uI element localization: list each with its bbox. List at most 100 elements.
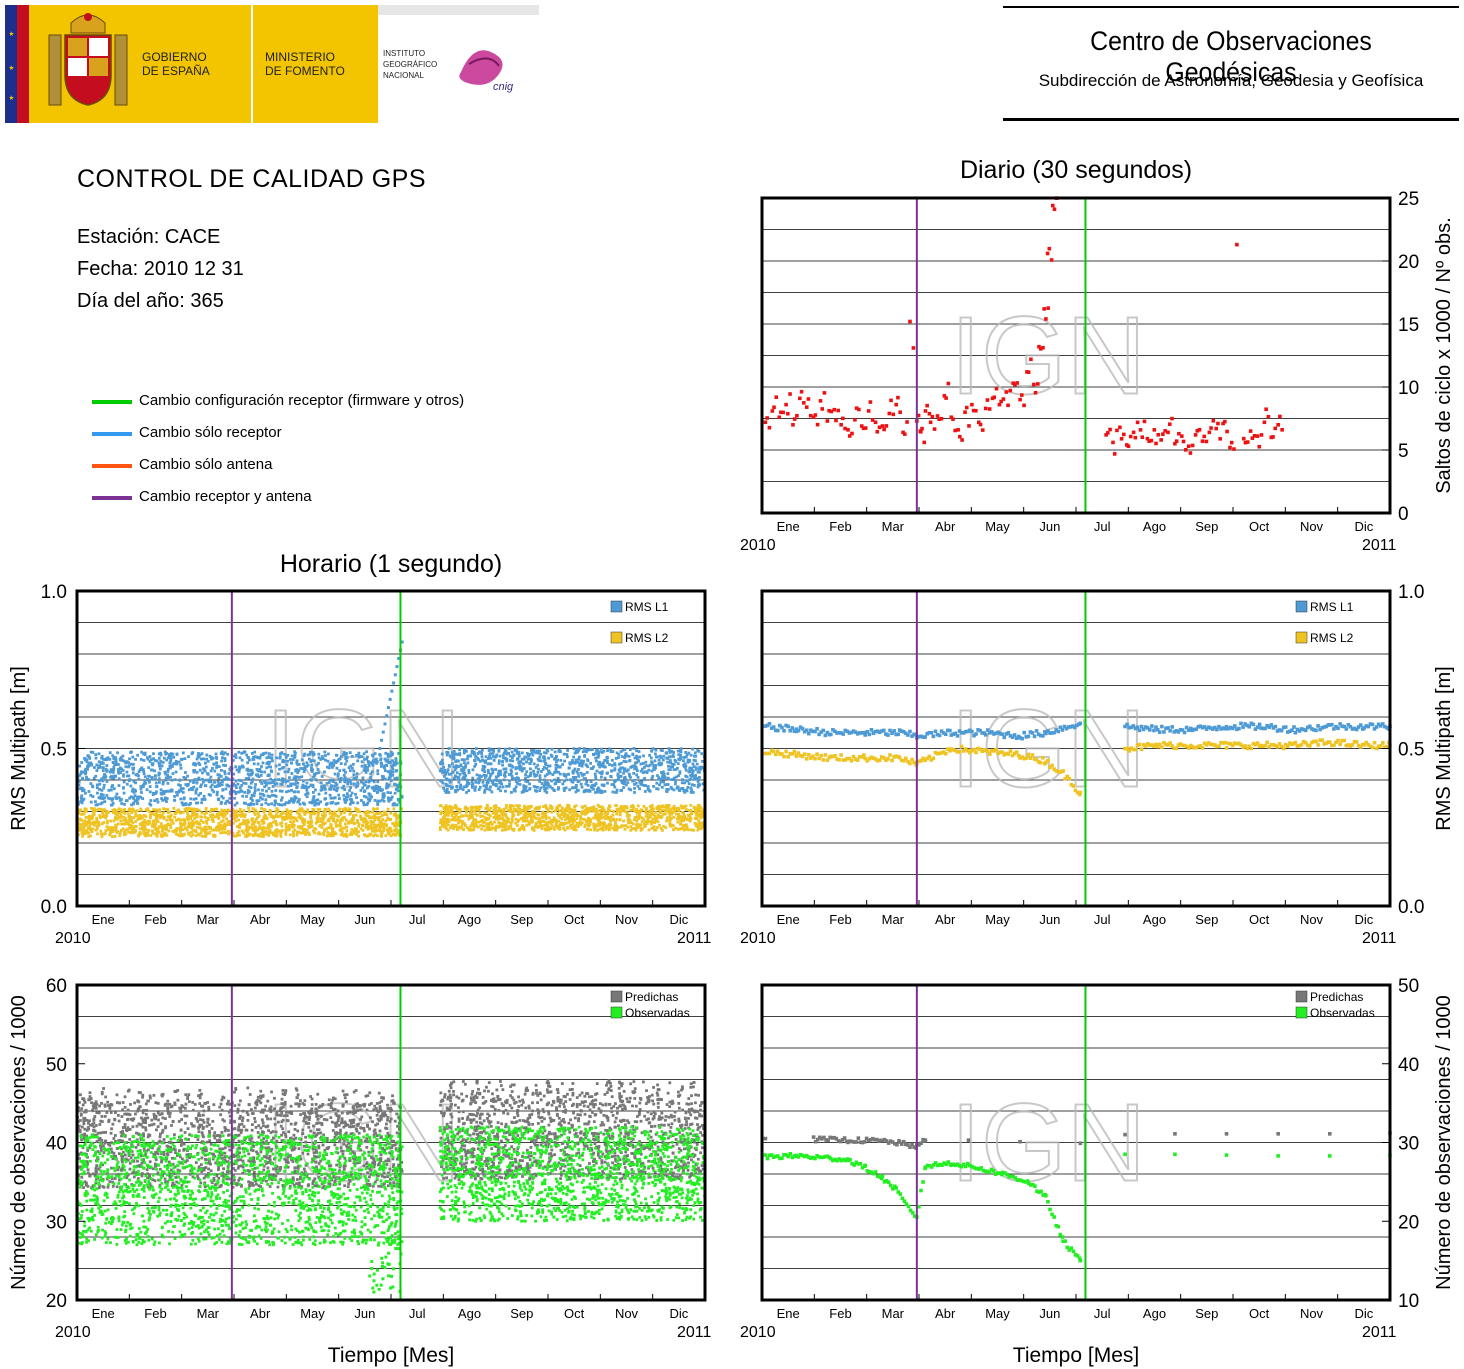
data-point	[658, 783, 661, 787]
data-point	[338, 823, 342, 827]
data-point	[592, 809, 596, 813]
data-point	[107, 788, 111, 792]
data-point	[393, 791, 397, 795]
data-point	[87, 755, 91, 759]
data-point	[447, 772, 451, 776]
data-point	[1183, 448, 1188, 452]
data-point	[369, 832, 373, 836]
data-point	[555, 763, 559, 767]
data-point	[513, 809, 517, 813]
data-point	[271, 833, 275, 836]
data-point	[278, 814, 282, 818]
data-point	[606, 781, 609, 785]
data-point	[683, 762, 687, 766]
data-point	[586, 827, 590, 831]
data-point	[247, 807, 251, 810]
data-point	[128, 816, 132, 819]
data-point	[597, 809, 601, 813]
data-point	[228, 801, 232, 805]
data-point	[310, 770, 314, 773]
data-point	[396, 786, 399, 790]
data-point	[146, 757, 150, 761]
data-point	[79, 823, 83, 826]
data-point	[620, 755, 624, 758]
data-point	[201, 798, 204, 801]
data-point	[532, 750, 536, 754]
data-point	[638, 814, 642, 818]
data-point	[324, 803, 328, 806]
data-point	[683, 814, 687, 818]
data-point	[632, 747, 636, 750]
data-point	[193, 817, 197, 820]
data-point	[367, 811, 371, 815]
data-point	[267, 752, 271, 756]
data-point	[553, 789, 556, 793]
data-point	[513, 748, 517, 752]
data-point	[176, 808, 180, 812]
data-point	[649, 822, 653, 826]
data-point	[261, 833, 265, 836]
data-point	[1104, 433, 1108, 437]
data-point	[98, 782, 102, 786]
data-point	[525, 751, 529, 755]
data-point	[269, 831, 273, 835]
data-point	[280, 777, 284, 781]
data-point	[492, 816, 496, 819]
data-point	[443, 768, 447, 772]
data-point	[249, 781, 253, 785]
data-point	[354, 808, 358, 812]
data-point	[165, 800, 168, 803]
data-point	[496, 774, 500, 778]
data-point	[80, 761, 84, 764]
data-point	[616, 772, 620, 776]
data-point	[111, 797, 115, 801]
data-point	[625, 769, 629, 773]
data-point	[1211, 418, 1216, 423]
data-point	[1126, 444, 1131, 449]
data-point	[1050, 203, 1055, 208]
data-point	[1001, 397, 1006, 401]
data-point	[189, 787, 193, 790]
data-point	[575, 812, 579, 816]
data-point	[252, 762, 256, 766]
data-point	[672, 776, 676, 780]
data-point	[126, 812, 130, 816]
data-point	[111, 770, 115, 774]
data-point	[212, 790, 216, 794]
data-point	[251, 828, 255, 832]
data-point	[866, 409, 871, 413]
data-point	[202, 828, 206, 832]
data-point	[391, 759, 395, 763]
data-point	[1018, 397, 1022, 402]
data-point	[96, 803, 100, 806]
data-point	[446, 778, 450, 782]
data-point	[335, 753, 339, 757]
data-point	[389, 769, 393, 773]
data-point	[270, 756, 274, 760]
data-point	[269, 765, 273, 769]
data-point	[457, 759, 460, 763]
data-point	[490, 779, 494, 783]
data-point	[288, 833, 292, 837]
data-point	[458, 753, 462, 757]
data-point	[131, 787, 135, 791]
data-point	[534, 822, 538, 825]
data-point	[173, 795, 177, 798]
data-point	[301, 762, 305, 766]
data-point	[543, 778, 546, 782]
data-point	[296, 771, 300, 775]
data-point	[614, 778, 618, 782]
data-point	[621, 748, 625, 752]
data-point	[547, 784, 551, 788]
data-point	[289, 817, 293, 820]
data-point	[87, 790, 91, 793]
data-point	[245, 753, 249, 757]
data-point	[481, 768, 484, 772]
data-point	[369, 775, 373, 779]
data-point	[440, 779, 444, 783]
data-point	[311, 751, 315, 754]
data-point	[504, 789, 507, 793]
data-point	[100, 822, 104, 826]
data-point	[397, 816, 400, 820]
data-point	[304, 784, 307, 788]
